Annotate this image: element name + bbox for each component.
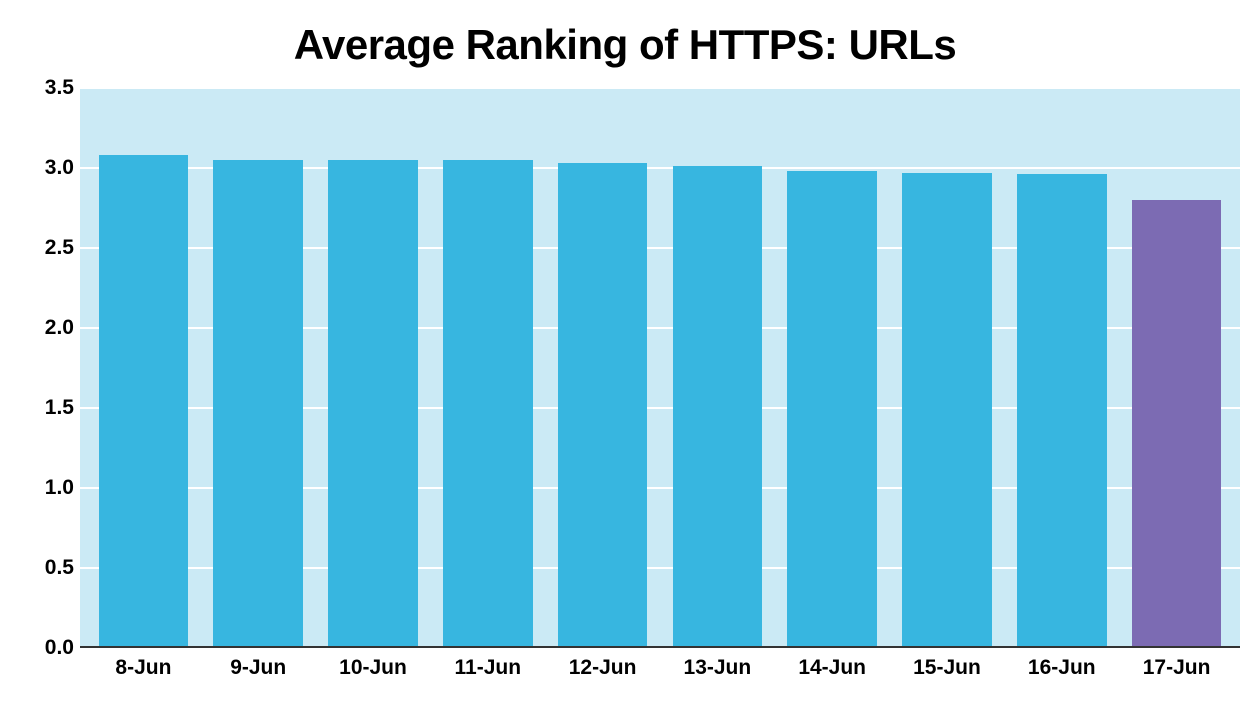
bar bbox=[443, 160, 533, 648]
x-tick-label: 13-Jun bbox=[660, 648, 775, 688]
bar bbox=[1132, 200, 1222, 648]
y-tick-label: 2.0 bbox=[45, 316, 74, 340]
bar bbox=[1017, 174, 1107, 648]
y-tick-label: 3.0 bbox=[45, 156, 74, 180]
bars-group bbox=[80, 88, 1240, 648]
bar-slot bbox=[775, 88, 890, 648]
x-tick-label: 9-Jun bbox=[201, 648, 316, 688]
bar bbox=[787, 171, 877, 648]
bar bbox=[328, 160, 418, 648]
bar bbox=[902, 173, 992, 648]
bar-slot bbox=[660, 88, 775, 648]
bar bbox=[558, 163, 648, 648]
bar bbox=[99, 155, 189, 648]
x-tick-label: 16-Jun bbox=[1004, 648, 1119, 688]
chart-title: Average Ranking of HTTPS: URLs bbox=[20, 10, 1230, 80]
chart-container: Average Ranking of HTTPS: URLs 0.0 0.5 1.0… bbox=[0, 0, 1250, 710]
bar bbox=[213, 160, 303, 648]
x-tick-label: 10-Jun bbox=[316, 648, 431, 688]
y-tick-label: 1.5 bbox=[45, 396, 74, 420]
bar-slot bbox=[430, 88, 545, 648]
bar-slot bbox=[86, 88, 201, 648]
bar-slot bbox=[890, 88, 1005, 648]
y-tick-label: 3.5 bbox=[45, 76, 74, 100]
y-tick-label: 2.5 bbox=[45, 236, 74, 260]
y-tick-label: 0.5 bbox=[45, 556, 74, 580]
x-tick-label: 11-Jun bbox=[430, 648, 545, 688]
x-tick-label: 17-Jun bbox=[1119, 648, 1234, 688]
bar-slot bbox=[201, 88, 316, 648]
x-axis: 8-Jun9-Jun10-Jun11-Jun12-Jun13-Jun14-Jun… bbox=[80, 648, 1240, 688]
x-tick-label: 14-Jun bbox=[775, 648, 890, 688]
bar bbox=[673, 166, 763, 648]
bar-slot bbox=[1119, 88, 1234, 648]
y-tick-label: 1.0 bbox=[45, 476, 74, 500]
bar-slot bbox=[1004, 88, 1119, 648]
y-axis: 0.00.51.01.52.02.53.03.5 bbox=[20, 88, 80, 648]
plot-wrapper: 0.00.51.01.52.02.53.03.5 8-Jun9-Jun10-Ju… bbox=[20, 88, 1240, 688]
x-tick-label: 12-Jun bbox=[545, 648, 660, 688]
bar-slot bbox=[545, 88, 660, 648]
plot-area bbox=[80, 88, 1240, 648]
x-tick-label: 8-Jun bbox=[86, 648, 201, 688]
x-tick-label: 15-Jun bbox=[890, 648, 1005, 688]
y-tick-label: 0.0 bbox=[45, 636, 74, 660]
bar-slot bbox=[316, 88, 431, 648]
